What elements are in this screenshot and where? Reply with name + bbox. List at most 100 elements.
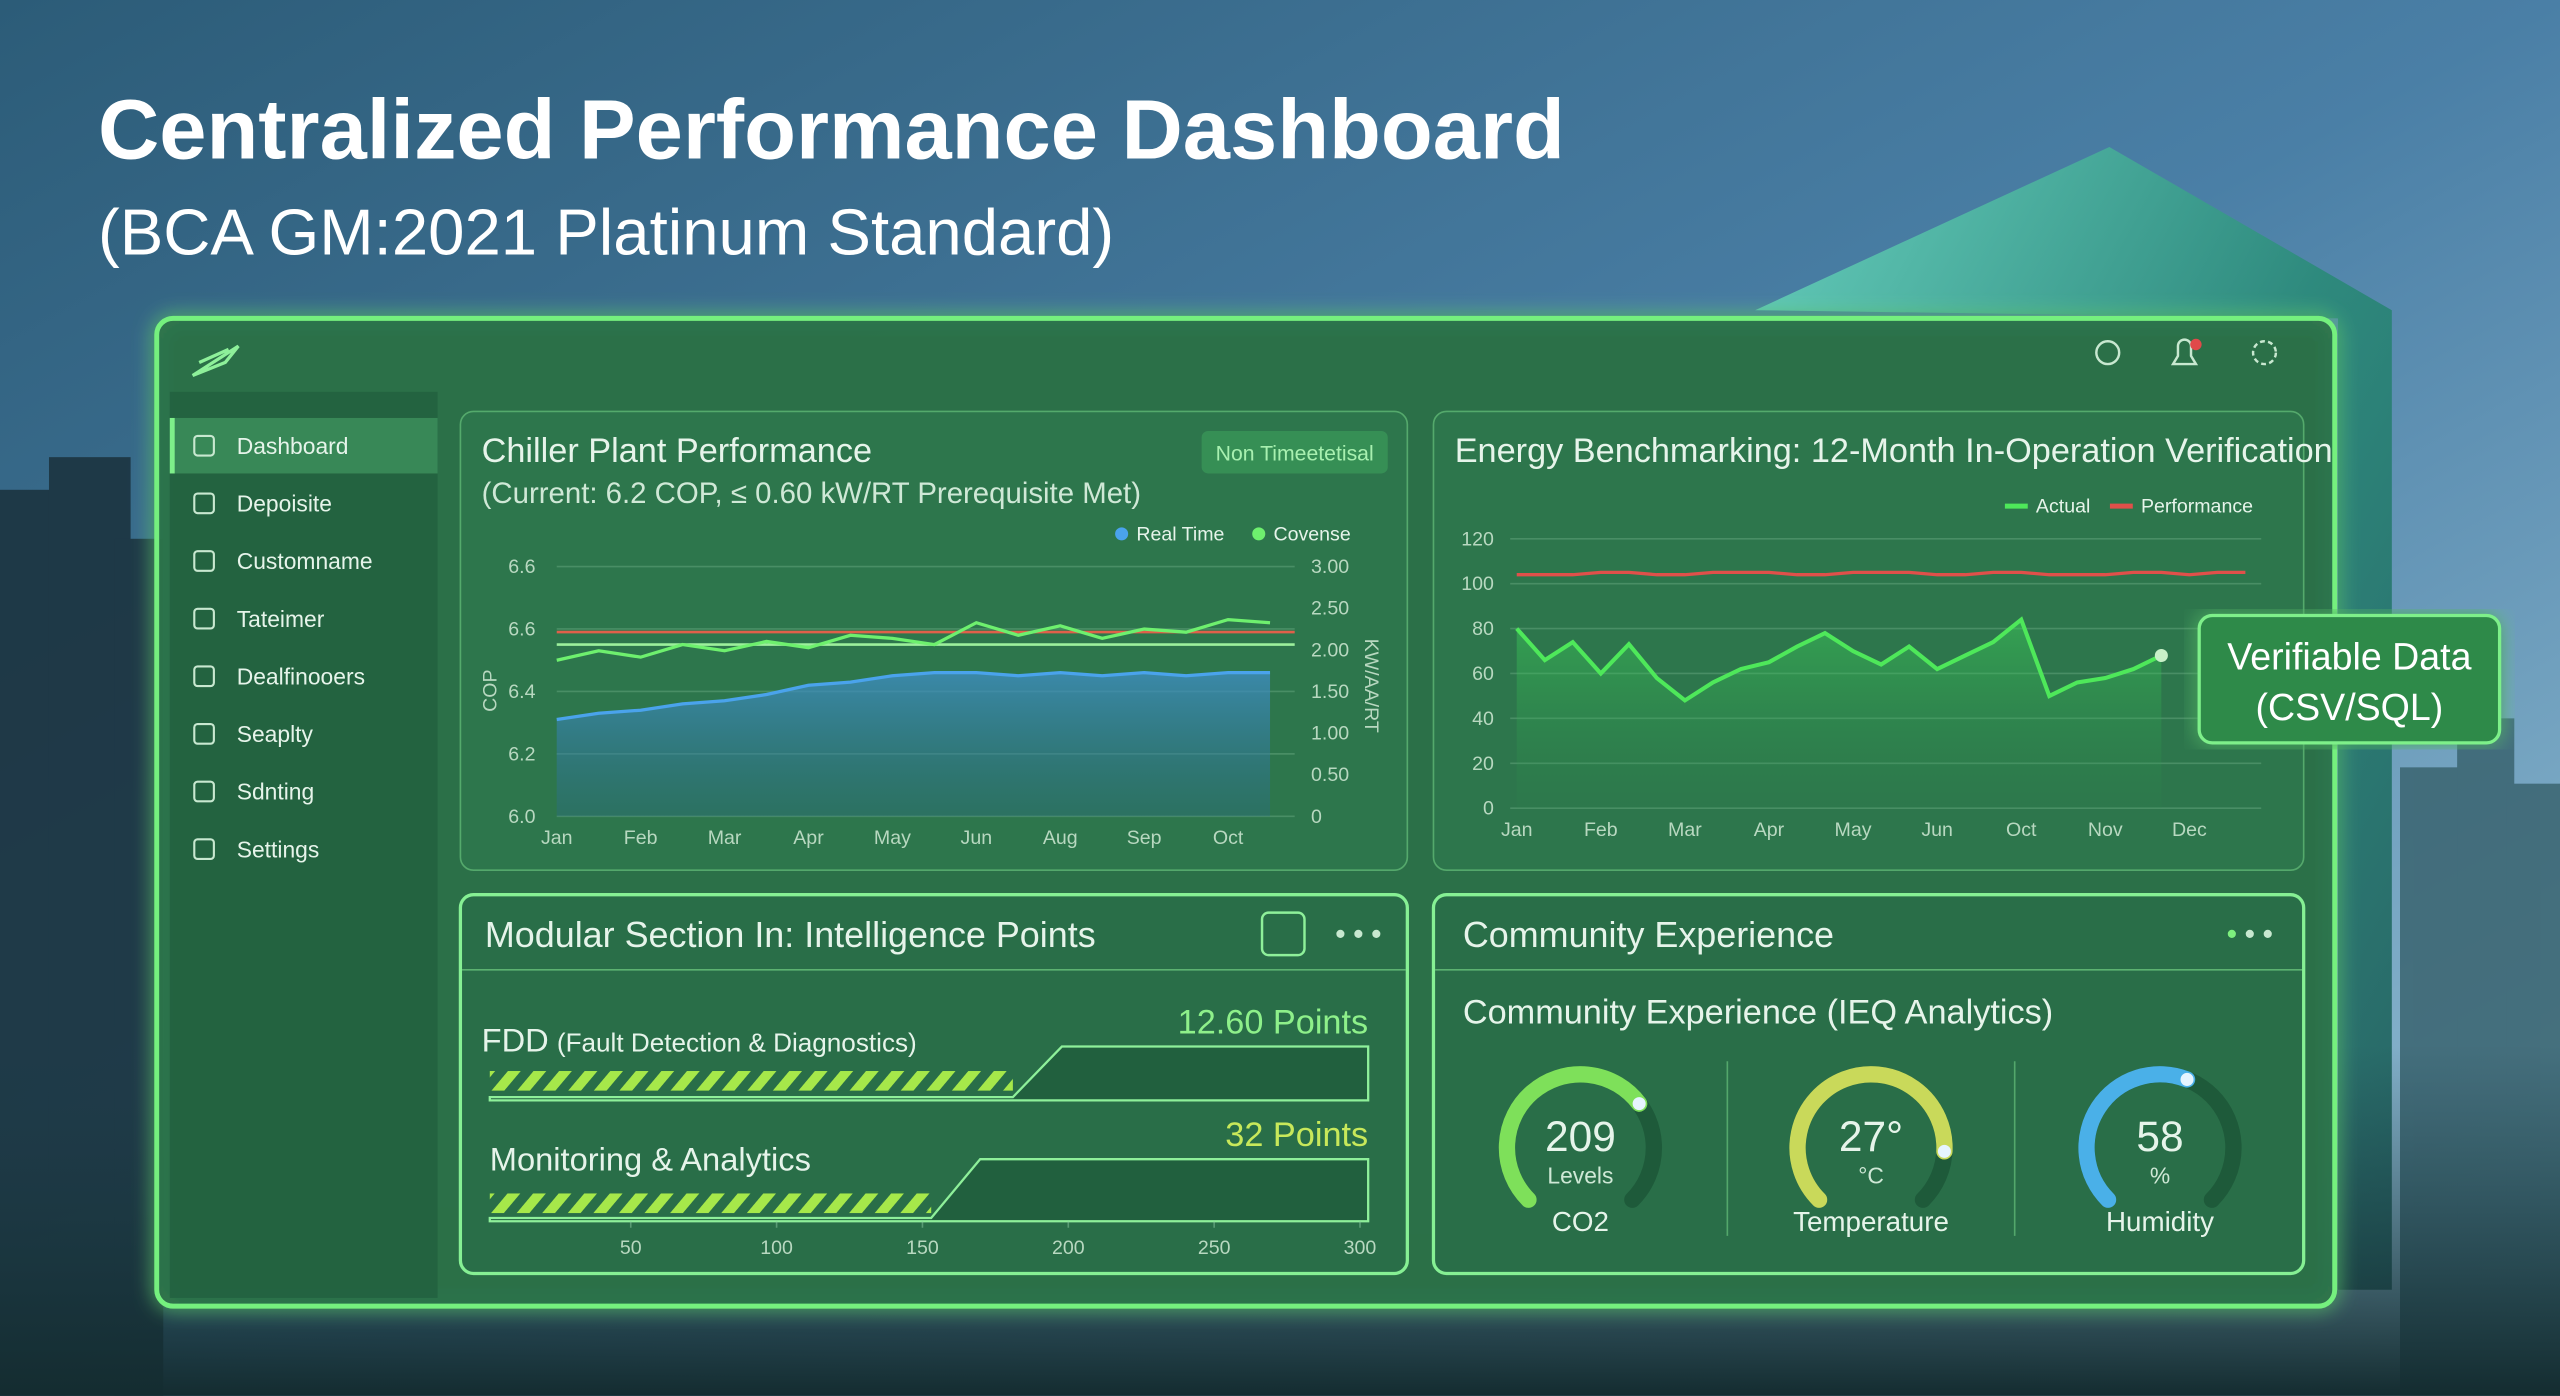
sidebar-items: Dashboard Depoisite Customname Tateimer Deal…: [169, 417, 438, 862]
x-tick-label: Apr: [1754, 819, 1785, 841]
series-line: [556, 617, 1271, 662]
category-detail: (Fault Detection & Diagnostics): [557, 1027, 917, 1057]
gauge-unit: Levels: [1547, 1163, 1613, 1189]
logo[interactable]: [191, 344, 240, 378]
legend-label: Covense: [1273, 523, 1350, 545]
badge: [1201, 431, 1388, 474]
sidebar-item[interactable]: Tateimer: [237, 606, 325, 632]
sidebar-icon: [193, 492, 215, 515]
x-tick-label: Sep: [1127, 827, 1162, 849]
page-title: Centralized Performance Dashboard: [98, 81, 1565, 176]
y-tick-label: 100: [1461, 573, 1494, 595]
points-menu[interactable]: [1336, 929, 1381, 938]
sidebar-item[interactable]: Customname: [237, 548, 373, 574]
series-area: [556, 672, 1271, 817]
y2-tick-label: 1.00: [1311, 723, 1349, 745]
bar-track: [488, 1045, 1370, 1102]
gauge-name: Humidity: [2106, 1206, 2214, 1237]
export-button[interactable]: [1260, 911, 1306, 957]
y2-tick-label: 2.00: [1311, 639, 1349, 661]
panel-title: Modular Section In: Intelligence Points: [485, 914, 1096, 955]
charts: Chiller Plant Performance (Current: 6.2 C…: [479, 431, 2502, 1259]
sidebar-item[interactable]: Settings: [237, 836, 320, 862]
panel-title: Community Experience: [1463, 914, 1834, 955]
y-tick-label: 80: [1472, 618, 1494, 640]
series-line: [1515, 616, 2163, 703]
gauge-value: [2078, 1066, 2196, 1208]
x-tick-label: 150: [906, 1237, 939, 1259]
x-tick-label: May: [874, 827, 911, 849]
score-label: 32 Points: [1225, 1116, 1368, 1154]
x-tick-label: Oct: [1213, 827, 1244, 849]
series-endpoint: [2154, 648, 2168, 663]
y-tick-label: 6.6: [508, 556, 535, 578]
x-tick-label: Jan: [1501, 819, 1533, 841]
gauge-unit: %: [2150, 1163, 2170, 1189]
sidebar-icon: [193, 434, 215, 457]
legend-label: Performance: [2141, 496, 2253, 518]
y2-tick-label: 0: [1311, 806, 1322, 828]
category-name: Monitoring & Analytics: [490, 1141, 811, 1178]
y2-tick-label: 0.50: [1311, 764, 1349, 786]
x-tick-label: 100: [760, 1237, 793, 1259]
gauge-name: CO2: [1552, 1206, 1609, 1237]
sidebar-icon: [193, 838, 215, 860]
panel-subtitle: Community Experience (IEQ Analytics): [1463, 994, 2053, 1032]
community-menu[interactable]: [2227, 929, 2272, 938]
gauge-name: Temperature: [1793, 1206, 1949, 1237]
y-tick-label: 40: [1472, 708, 1494, 730]
page-subtitle: (BCA GM:2021 Platinum Standard): [98, 196, 1114, 269]
y-tick-label: 20: [1472, 753, 1494, 775]
x-tick-label: Oct: [2006, 819, 2037, 841]
badge-text: Non Timeetetisal: [1216, 442, 1374, 465]
bell-icon[interactable]: [2170, 338, 2199, 366]
panel-title: Energy Benchmarking: 12-Month In-Operati…: [1455, 432, 2333, 470]
top-icons: [2095, 338, 2278, 366]
series-line: [556, 671, 1271, 722]
sidebar-item[interactable]: Dealfinooers: [237, 663, 365, 689]
y2-tick-label: 2.50: [1311, 598, 1349, 620]
x-tick-label: 300: [1344, 1237, 1377, 1259]
settings-icon[interactable]: [2251, 339, 2278, 366]
y2-tick-label: 1.50: [1311, 681, 1349, 703]
sidebar-icon: [193, 780, 215, 803]
x-tick-label: 50: [620, 1237, 642, 1259]
panel-title: Chiller Plant Performance: [482, 432, 872, 470]
user-icon[interactable]: [2095, 339, 2121, 366]
sidebar-icon: [193, 607, 215, 630]
legend-label: Real Time: [1136, 523, 1224, 545]
sidebar-item[interactable]: Dashboard: [237, 433, 349, 459]
sidebar-active-bar: [169, 417, 175, 474]
sidebar-icon: [193, 665, 215, 688]
x-tick-label: Nov: [2088, 819, 2123, 841]
sidebar-icon: [193, 550, 215, 572]
x-tick-label: Aug: [1043, 827, 1078, 849]
gauge-number: 209: [1545, 1113, 1616, 1160]
x-tick-label: Jun: [961, 827, 993, 849]
bar: [489, 1071, 1013, 1091]
x-tick-label: Feb: [624, 827, 658, 849]
legend-label: Actual: [2036, 496, 2090, 518]
y-tick-label: 6.0: [508, 806, 535, 828]
callout-box: [2197, 613, 2502, 745]
sidebar-item[interactable]: Seaplty: [237, 721, 314, 747]
series-line: [1516, 570, 2246, 577]
y-tick-label: 6.6: [508, 619, 535, 641]
y-tick-label: 6.2: [508, 743, 535, 765]
category-name: FDD: [482, 1021, 549, 1058]
x-tick-label: 250: [1198, 1237, 1231, 1259]
legend-swatch: [1252, 527, 1266, 541]
y-tick-label: 0: [1483, 798, 1494, 820]
x-tick-label: May: [1835, 819, 1872, 841]
y-tick-label: 120: [1461, 528, 1494, 550]
gauge-number: 27°: [1839, 1113, 1903, 1160]
y-axis-label: COP: [479, 669, 501, 711]
x-tick-label: Mar: [708, 827, 742, 849]
gauge-knob: [1632, 1097, 1646, 1111]
sidebar-item[interactable]: Depoisite: [237, 491, 332, 517]
legend-swatch: [1115, 527, 1129, 541]
x-tick-label: Mar: [1668, 819, 1702, 841]
sidebar-item[interactable]: Sdnting: [237, 779, 314, 805]
series-area: [1516, 619, 2162, 809]
gauge-unit: °C: [1858, 1163, 1884, 1189]
